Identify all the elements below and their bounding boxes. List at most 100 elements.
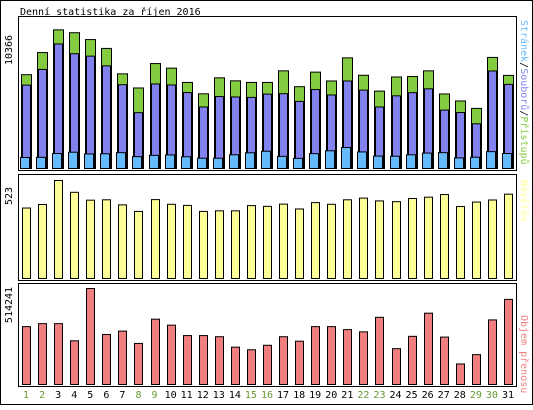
bar-návštěv-day-13 — [215, 210, 224, 279]
chart-panel-2: 523 Návštěv — [4, 174, 530, 281]
bar-souborů-day-1 — [22, 84, 31, 169]
bar-objem-přenosu-day-28 — [456, 363, 465, 385]
bar-návštěv-day-25 — [408, 197, 417, 279]
bar-souborů-day-13 — [215, 96, 224, 169]
day-label-2: 2 — [39, 390, 45, 401]
day-label-18: 18 — [293, 390, 305, 401]
bar-objem-přenosu-day-25 — [408, 335, 417, 386]
ymax-label-panel-2: 523 — [4, 187, 15, 205]
day-label-27: 27 — [438, 390, 450, 401]
bar-stránek-day-3 — [52, 153, 62, 169]
day-label-12: 12 — [197, 390, 209, 401]
bar-objem-přenosu-day-9 — [151, 318, 160, 385]
bar-objem-přenosu-day-23 — [375, 316, 384, 385]
bar-objem-přenosu-day-4 — [70, 340, 79, 385]
bar-návštěv-day-31 — [504, 193, 513, 279]
bar-návštěv-day-20 — [327, 203, 336, 279]
bar-stránek-day-30 — [486, 151, 496, 170]
day-label-25: 25 — [406, 390, 418, 401]
bar-návštěv-day-10 — [167, 203, 176, 279]
bar-objem-přenosu-day-11 — [183, 335, 192, 385]
bar-stránek-day-21 — [341, 147, 351, 170]
ymax-label-panel-1: 10366 — [4, 35, 15, 65]
bar-návštěv-day-1 — [22, 207, 31, 280]
day-label-11: 11 — [181, 390, 193, 401]
bar-stránek-day-13 — [213, 157, 223, 170]
day-label-22: 22 — [357, 390, 369, 401]
bar-souborů-day-6 — [102, 65, 111, 169]
bar-stránek-day-2 — [36, 156, 46, 169]
bar-stránek-day-1 — [20, 157, 30, 169]
bar-návštěv-day-4 — [70, 191, 79, 280]
bar-návštěv-day-2 — [38, 203, 47, 280]
bar-stránek-day-10 — [165, 154, 175, 170]
bar-návštěv-day-8 — [134, 210, 143, 279]
day-label-29: 29 — [470, 390, 482, 401]
chart-title: Denní statistika za říjen 2016 — [20, 6, 201, 18]
chart-panel-3: 514241 Objem přenosu — [4, 283, 530, 393]
bar-objem-přenosu-day-7 — [118, 330, 127, 386]
day-labels-group: 1 2 3 4 5 6 7 8 9 10 11 12 13 14 15 16 17 18 19 20 21 22 23 24 2… — [23, 390, 514, 401]
day-label-15: 15 — [245, 390, 257, 401]
bar-stránek-day-22 — [357, 151, 367, 169]
bar-souborů-day-2 — [38, 68, 47, 169]
day-label-16: 16 — [261, 390, 273, 401]
bar-návštěv-day-6 — [102, 199, 111, 279]
bar-stránek-day-8 — [132, 156, 142, 169]
bar-objem-přenosu-day-1 — [22, 326, 31, 385]
day-label-20: 20 — [325, 390, 337, 401]
bar-objem-přenosu-day-21 — [343, 329, 352, 386]
bar-objem-přenosu-day-24 — [392, 348, 401, 386]
bar-objem-přenosu-day-30 — [488, 319, 497, 385]
bar-objem-přenosu-day-10 — [167, 324, 176, 385]
legend-part: Stránek — [518, 20, 530, 62]
legend-part: / — [518, 110, 529, 116]
bar-stránek-day-24 — [390, 155, 400, 169]
bar-návštěv-day-11 — [183, 204, 192, 279]
bar-návštěv-day-16 — [263, 205, 272, 279]
bar-objem-přenosu-day-16 — [263, 344, 272, 386]
bar-návštěv-day-24 — [392, 201, 401, 279]
bar-stránek-day-14 — [229, 154, 239, 170]
bar-návštěv-day-17 — [279, 203, 288, 279]
bar-objem-přenosu-day-15 — [247, 349, 256, 385]
day-label-31: 31 — [502, 390, 514, 401]
bar-souborů-day-5 — [86, 55, 95, 169]
bar-návštěv-day-19 — [311, 202, 320, 279]
day-label-23: 23 — [373, 390, 385, 401]
day-label-19: 19 — [309, 390, 321, 401]
bar-objem-přenosu-day-19 — [311, 326, 320, 385]
bar-stránek-day-31 — [502, 153, 512, 169]
bar-stránek-day-20 — [325, 150, 335, 170]
bar-objem-přenosu-day-31 — [504, 298, 513, 385]
bar-návštěv-day-18 — [295, 208, 304, 280]
bar-stránek-day-17 — [277, 155, 287, 169]
day-label-30: 30 — [486, 390, 498, 401]
day-label-9: 9 — [152, 390, 158, 401]
bar-objem-přenosu-day-5 — [86, 288, 95, 385]
bar-objem-přenosu-day-22 — [359, 331, 368, 385]
legend-panel-1: Stránek/Souborů/Přístupů — [518, 20, 530, 165]
bar-stránek-day-18 — [293, 157, 303, 169]
bar-stránek-day-23 — [373, 155, 383, 170]
bar-stránek-day-29 — [470, 156, 480, 170]
day-label-26: 26 — [422, 390, 434, 401]
bar-objem-přenosu-day-14 — [231, 346, 240, 385]
bar-stránek-day-5 — [84, 153, 94, 170]
bar-stránek-day-19 — [309, 153, 319, 170]
ymax-label-panel-3: 514241 — [4, 287, 15, 323]
day-label-4: 4 — [71, 390, 77, 401]
bar-stránek-day-9 — [149, 154, 159, 169]
bar-souborů-day-4 — [70, 53, 79, 170]
day-label-14: 14 — [229, 390, 241, 401]
day-label-17: 17 — [277, 390, 289, 401]
bar-stránek-day-4 — [68, 151, 78, 169]
bar-stránek-day-7 — [116, 152, 126, 170]
day-label-24: 24 — [389, 390, 401, 401]
bar-stránek-day-6 — [100, 153, 110, 170]
bar-stránek-day-11 — [181, 156, 191, 170]
day-label-10: 10 — [165, 390, 177, 401]
